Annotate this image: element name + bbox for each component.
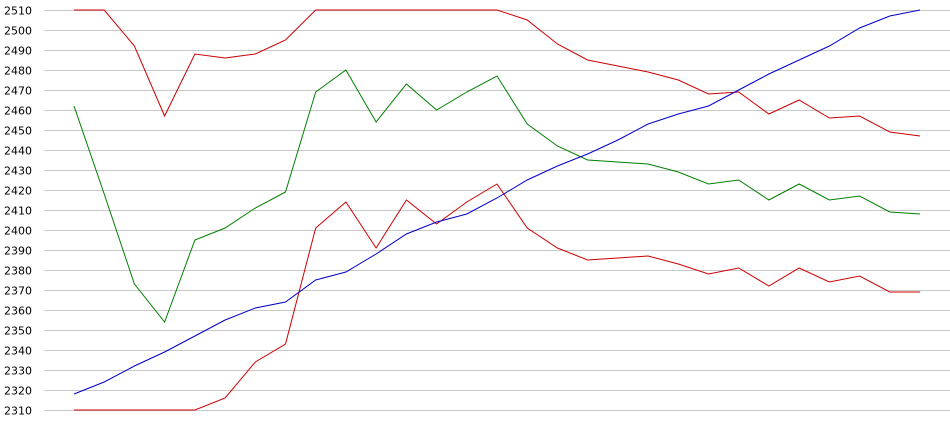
series-line-4	[73, 9, 921, 395]
series-lines	[73, 9, 921, 411]
y-tick-label: 2430	[4, 165, 32, 178]
y-tick-label: 2500	[4, 25, 32, 38]
y-tick-label: 2340	[4, 345, 32, 358]
y-tick-label: 2350	[4, 325, 32, 338]
y-tick-label: 2460	[4, 105, 32, 118]
y-tick-label: 2510	[4, 5, 32, 18]
y-tick-label: 2380	[4, 265, 32, 278]
series-line-1	[74, 9, 921, 137]
y-tick-label: 2360	[4, 305, 32, 318]
y-tick-label: 2370	[4, 285, 32, 298]
y-tick-label: 2390	[4, 245, 32, 258]
y-tick-label: 2490	[4, 45, 32, 58]
series-line-2	[73, 69, 921, 324]
y-tick-label: 2320	[4, 385, 32, 398]
y-tick-label: 2410	[4, 205, 32, 218]
y-tick-label: 2310	[4, 405, 32, 418]
y-tick-label: 2420	[4, 185, 32, 198]
y-tick-label: 2450	[4, 125, 32, 138]
y-tick-label: 2400	[4, 225, 32, 238]
y-tick-label: 2470	[4, 85, 32, 98]
y-axis-labels: 2310 2320 2330 2340 2350 2360 2370 2380 2390 2400…	[4, 5, 32, 418]
gridlines	[44, 10, 950, 411]
series-line-3	[74, 183, 920, 411]
y-tick-label: 2330	[4, 365, 32, 378]
y-tick-label: 2440	[4, 145, 32, 158]
y-tick-label: 2480	[4, 65, 32, 78]
